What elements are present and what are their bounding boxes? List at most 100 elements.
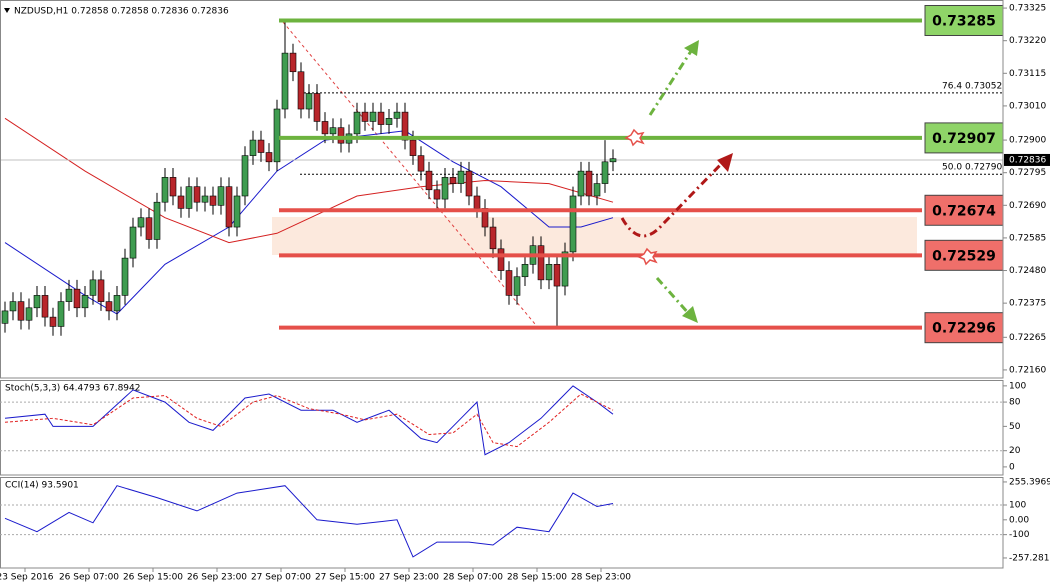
indicator-panels: 100 80 50 20 0 255.3969 100 0.00 -100 -257.2817 <box>0 381 1050 563</box>
candle-body <box>185 186 193 209</box>
candle-body <box>193 186 201 203</box>
y-tick-label: 0.72265 <box>1009 333 1046 343</box>
y-tick-label: 0 <box>1009 462 1015 472</box>
candle-body <box>577 170 585 197</box>
y-tick-label: -257.2817 <box>1009 553 1050 563</box>
candle-body <box>225 186 233 228</box>
candle-body <box>313 93 321 122</box>
candle-body <box>609 158 617 163</box>
x-tick-label: 27 Sep 15:00 <box>315 573 375 583</box>
candle-body <box>169 177 177 197</box>
arrow-head <box>717 153 733 172</box>
fib-ratio: 76.4 <box>942 81 962 91</box>
y-tick-label: 0.73115 <box>1009 69 1046 79</box>
candle-body <box>209 195 217 206</box>
candle-body <box>249 139 257 156</box>
cci-label: CCI(14) 93.5901 <box>5 481 79 491</box>
candle-body <box>521 264 529 278</box>
x-tick-label: 26 Sep 23:00 <box>187 573 247 583</box>
indicator-line <box>4 385 614 456</box>
candle-body <box>297 71 305 110</box>
candle-body <box>329 127 337 135</box>
candle-body <box>201 195 209 203</box>
indicator-line <box>4 485 614 558</box>
candle-body <box>105 301 113 312</box>
candle-body <box>273 108 281 163</box>
frame <box>0 380 1004 476</box>
arrow-heads <box>682 40 733 323</box>
level-label: 0.72907 <box>932 131 996 147</box>
main-panel: 0.73325 0.73220 0.73115 0.73010 0.72900 0.727… <box>0 4 1050 583</box>
y-tick-label: 80 <box>1009 398 1021 408</box>
candle-body <box>265 152 273 163</box>
candle-body <box>457 170 465 184</box>
markers <box>624 128 658 266</box>
candle-body <box>377 111 385 125</box>
y-tick-label: 20 <box>1009 446 1021 456</box>
candle-body <box>489 226 497 250</box>
fib-price: 0.73052 <box>965 81 1002 91</box>
candle-body <box>137 217 145 228</box>
candle-body <box>449 177 457 184</box>
x-tick-label: 28 Sep 23:00 <box>571 573 631 583</box>
frames <box>0 0 1004 569</box>
candle-body <box>9 301 17 312</box>
candle-body <box>73 288 81 309</box>
fib-price: 0.72790 <box>965 163 1002 173</box>
candle-body <box>57 301 65 327</box>
fib-ratio: 50.0 <box>942 163 962 173</box>
candle-body <box>305 93 313 110</box>
x-tick-label: 27 Sep 07:00 <box>251 573 311 583</box>
price-box <box>1004 153 1050 166</box>
candle-body <box>585 170 593 197</box>
y-tick-label: 100 <box>1009 381 1026 391</box>
arrow-down <box>655 277 692 316</box>
candle-body <box>41 295 49 318</box>
candle-body <box>121 257 129 296</box>
chart-title: NZDUSD,H1 0.72858 0.72858 0.72836 0.7283… <box>14 7 229 17</box>
level-box <box>924 239 1004 271</box>
candle-body <box>545 264 553 281</box>
y-tick-label: 0.73010 <box>1009 101 1046 111</box>
y-tick-label: 0.73220 <box>1009 36 1046 46</box>
candle-body <box>401 111 409 141</box>
candle-body <box>393 111 401 119</box>
candle-body <box>353 111 361 135</box>
x-tick-label: 28 Sep 07:00 <box>443 573 503 583</box>
candle-body <box>385 118 393 125</box>
candle-body <box>97 279 105 302</box>
x-tick-label: 26 Sep 07:00 <box>59 573 119 583</box>
candle-body <box>177 195 185 209</box>
candle-body <box>425 170 433 191</box>
level-box <box>924 122 1004 154</box>
trend-line <box>282 21 541 331</box>
level-label: 0.73285 <box>932 13 996 29</box>
indicator-line <box>4 393 614 448</box>
candle-body <box>233 195 241 228</box>
stoch-label: Stoch(5,3,3) 64.4793 67.8942 <box>5 384 140 394</box>
candle-body <box>217 186 225 206</box>
candle-body <box>33 295 41 309</box>
y-tick-label: 50 <box>1009 422 1021 432</box>
y-tick-label: 0.72690 <box>1009 201 1046 211</box>
y-tick-label: 0.73325 <box>1009 4 1046 14</box>
moving-average <box>4 117 614 244</box>
candle-body <box>601 161 609 184</box>
candle-body <box>241 155 249 197</box>
candle-body <box>361 111 369 122</box>
candle-body <box>505 270 513 296</box>
candle-body <box>281 52 289 110</box>
candle-body <box>561 251 569 287</box>
level-box <box>924 4 1004 36</box>
price-label: 0.72836 <box>1009 155 1046 165</box>
candle-body <box>321 121 329 135</box>
candle-body <box>513 276 521 296</box>
candle-body <box>25 307 33 321</box>
candle-body <box>113 295 121 312</box>
y-tick-label: 100 <box>1009 500 1026 510</box>
candle-body <box>145 217 153 240</box>
y-tick-label: 0.72375 <box>1009 299 1046 309</box>
candle-body <box>257 139 265 153</box>
y-tick-label: 0.72160 <box>1009 365 1046 375</box>
candle-body <box>441 177 449 200</box>
